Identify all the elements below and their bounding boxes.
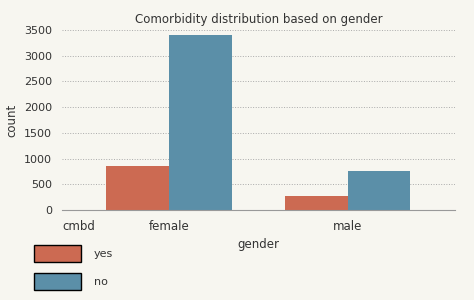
Text: no: no (94, 277, 108, 286)
Title: Comorbidity distribution based on gender: Comorbidity distribution based on gender (135, 13, 382, 26)
Y-axis label: count: count (5, 103, 18, 136)
FancyBboxPatch shape (34, 245, 82, 262)
Text: cmbd: cmbd (62, 220, 95, 233)
Bar (285, 196, 348, 210)
Bar (348, 171, 410, 210)
FancyBboxPatch shape (34, 273, 82, 290)
Text: yes: yes (94, 249, 113, 259)
Bar (106, 166, 169, 210)
X-axis label: gender: gender (237, 238, 279, 251)
Bar (169, 35, 231, 210)
